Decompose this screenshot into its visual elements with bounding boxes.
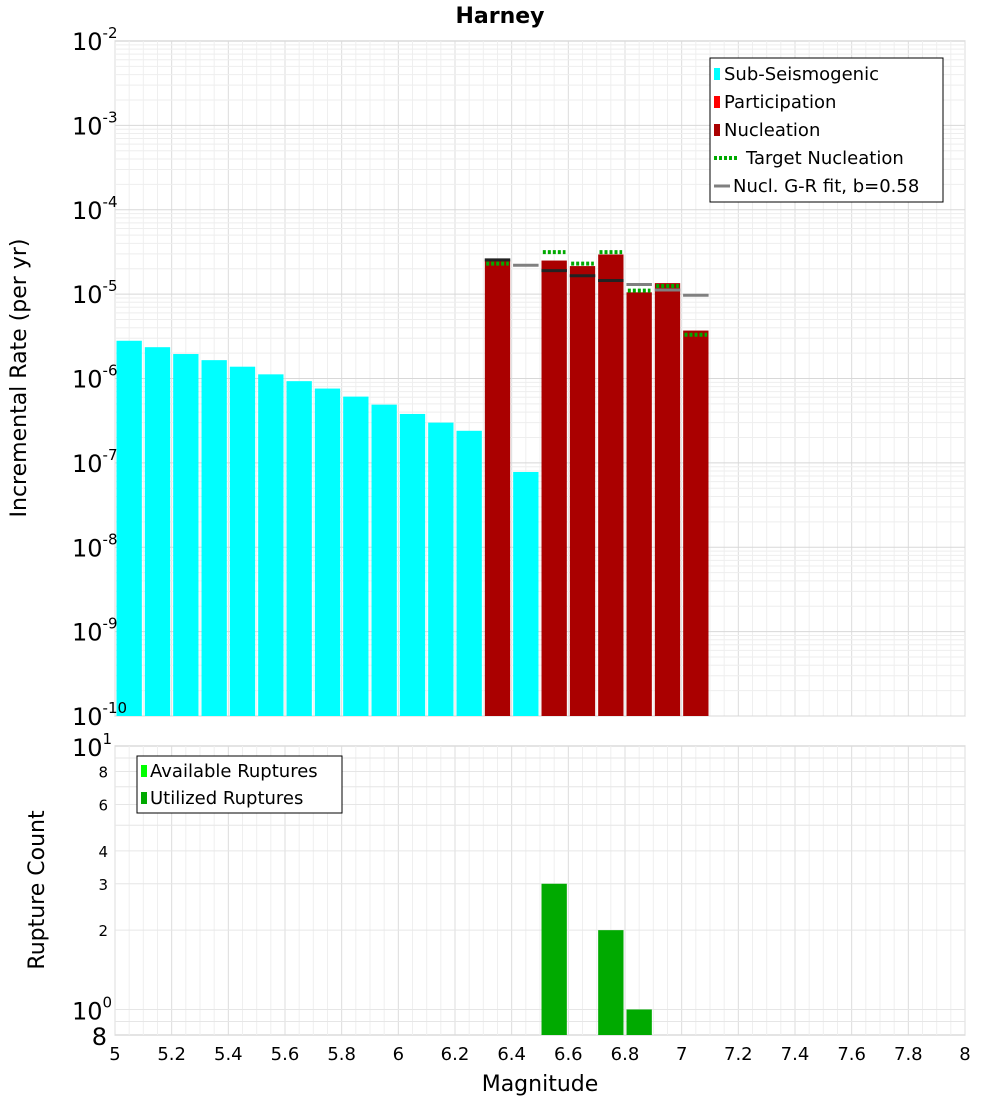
chart-title: Harney bbox=[455, 4, 544, 29]
y-tick-label: 10-3 bbox=[72, 108, 118, 140]
legend-swatch bbox=[714, 124, 720, 136]
bar bbox=[371, 404, 397, 716]
legend-label: Nucleation bbox=[724, 120, 820, 141]
y-tick-label: 4 bbox=[98, 843, 108, 861]
top-plot: 10-2 10-3 10-4 10-5 10-6 10-7 10-8 10-9 10-10 In… bbox=[7, 24, 966, 731]
legend-swatch bbox=[141, 765, 147, 777]
top-y-tick-labels: 10-2 10-3 10-4 10-5 10-6 10-7 10-8 10-9 10-10 bbox=[72, 24, 127, 731]
y-tick-label: 2 bbox=[98, 922, 108, 940]
bar bbox=[116, 340, 142, 716]
bar bbox=[173, 354, 199, 716]
bar bbox=[541, 883, 567, 1035]
bar bbox=[569, 266, 596, 716]
bar bbox=[286, 381, 312, 716]
legend-swatch bbox=[714, 96, 720, 108]
bar bbox=[626, 292, 652, 716]
legend-label: Utilized Ruptures bbox=[150, 788, 303, 809]
x-tick-label: 7 bbox=[676, 1044, 687, 1065]
y-tick-label: 10-8 bbox=[72, 530, 118, 562]
bar bbox=[201, 360, 227, 716]
y-tick-label: 100 bbox=[72, 993, 112, 1025]
bottom-legend: Available Ruptures Utilized Ruptures bbox=[136, 755, 343, 814]
top-bars bbox=[116, 254, 709, 716]
x-tick-label: 7.6 bbox=[837, 1044, 866, 1065]
x-tick-label: 5.4 bbox=[214, 1044, 243, 1065]
bar bbox=[513, 471, 539, 716]
legend-swatch bbox=[714, 68, 720, 80]
y-tick-label: 10-4 bbox=[72, 193, 118, 225]
x-tick-label: 5.6 bbox=[271, 1044, 300, 1065]
y-tick-label: 8 bbox=[92, 1023, 107, 1051]
y-tick-label: 10-2 bbox=[72, 24, 118, 56]
x-tick-label: 5.8 bbox=[327, 1044, 356, 1065]
x-tick-label: 6.8 bbox=[611, 1044, 640, 1065]
bar bbox=[683, 330, 709, 716]
x-tick-label: 7.4 bbox=[781, 1044, 810, 1065]
legend-swatch bbox=[141, 792, 147, 804]
y-tick-label: 10-6 bbox=[72, 362, 118, 394]
y-tick-label: 3 bbox=[98, 876, 108, 894]
bar bbox=[258, 374, 284, 716]
y-tick-label: 10-7 bbox=[72, 446, 118, 478]
bar bbox=[314, 388, 341, 716]
legend-label: Nucl. G-R fit, b=0.58 bbox=[733, 176, 919, 197]
legend-label: Target Nucleation bbox=[745, 148, 904, 169]
y-tick-label: 6 bbox=[98, 796, 108, 814]
bottom-bars bbox=[541, 883, 652, 1035]
bottom-y-axis-label: Rupture Count bbox=[25, 810, 50, 970]
y-tick-label: 8 bbox=[98, 764, 108, 782]
bar bbox=[654, 283, 681, 716]
legend-label: Available Ruptures bbox=[150, 761, 318, 782]
bar bbox=[484, 260, 511, 716]
bar bbox=[144, 347, 171, 716]
x-tick-labels: 5 5.2 5.4 5.6 5.8 6 6.2 6.4 6.6 6.8 7 7.2 7.4 7.6 7.8 8 bbox=[109, 1044, 970, 1065]
y-tick-label: 10-10 bbox=[72, 699, 127, 731]
x-tick-label: 6.4 bbox=[497, 1044, 526, 1065]
y-tick-label: 101 bbox=[72, 730, 112, 762]
bar bbox=[598, 930, 624, 1035]
bar bbox=[541, 260, 567, 716]
y-tick-label: 10-9 bbox=[72, 615, 118, 647]
bottom-grid bbox=[114, 746, 966, 1035]
x-tick-label: 7.8 bbox=[894, 1044, 923, 1065]
x-tick-label: 6.2 bbox=[441, 1044, 470, 1065]
x-tick-label: 5 bbox=[109, 1044, 120, 1065]
bar bbox=[428, 422, 454, 716]
x-tick-label: 6.6 bbox=[554, 1044, 583, 1065]
x-axis-label: Magnitude bbox=[482, 1072, 599, 1097]
top-y-axis-label: Incremental Rate (per yr) bbox=[7, 239, 32, 518]
top-legend: Sub-Seismogenic Participation Nucleation Ta… bbox=[709, 57, 944, 203]
legend-label: Sub-Seismogenic bbox=[724, 64, 879, 85]
bar bbox=[399, 413, 426, 716]
x-tick-label: 8 bbox=[959, 1044, 970, 1065]
top-lines bbox=[484, 250, 709, 337]
bar bbox=[456, 430, 482, 716]
legend-box bbox=[709, 57, 944, 203]
y-tick-label: 10-5 bbox=[72, 277, 118, 309]
legend-box bbox=[136, 755, 343, 814]
bar bbox=[343, 396, 369, 716]
bar bbox=[229, 366, 256, 716]
x-tick-label: 5.2 bbox=[157, 1044, 186, 1065]
x-tick-label: 6 bbox=[393, 1044, 404, 1065]
x-tick-label: 7.2 bbox=[724, 1044, 753, 1065]
legend-label: Participation bbox=[724, 92, 836, 113]
bar bbox=[626, 1009, 652, 1035]
bar bbox=[598, 254, 624, 716]
